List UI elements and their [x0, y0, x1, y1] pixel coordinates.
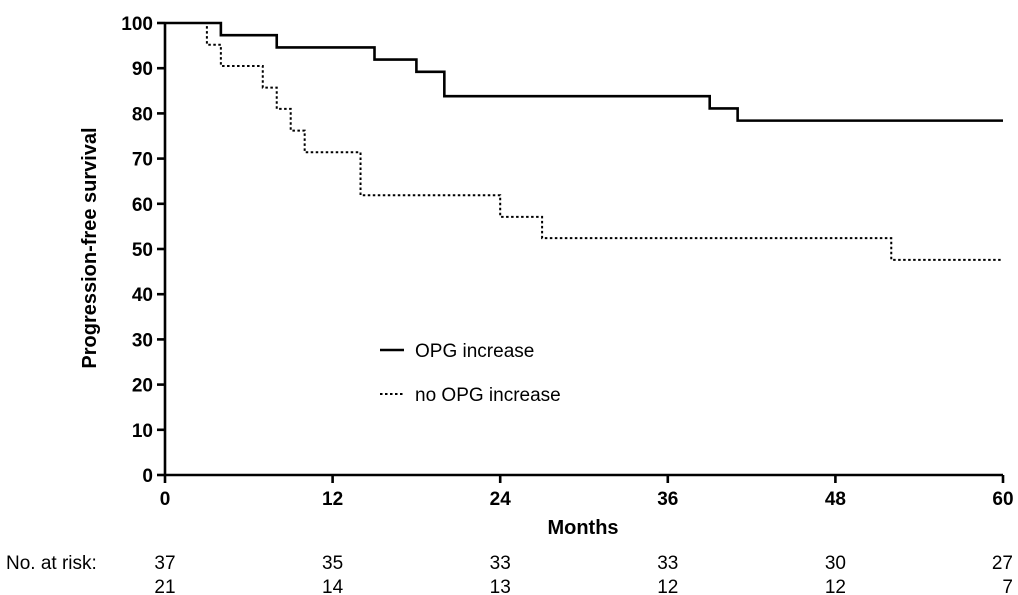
y-tick-label: 30 [132, 330, 153, 351]
y-tick-label: 10 [132, 421, 153, 442]
legend-label: OPG increase [415, 341, 534, 362]
x-tick-label: 0 [160, 489, 171, 510]
risk-count: 33 [657, 553, 678, 574]
y-tick-label: 70 [132, 150, 153, 171]
risk-count: 27 [992, 553, 1013, 574]
y-tick-label: 0 [142, 466, 153, 487]
y-tick-label: 50 [132, 240, 153, 261]
plot-area [165, 21, 1003, 261]
y-tick-label: 60 [132, 195, 153, 216]
y-axis-title: Progression-free survival [79, 127, 101, 368]
risk-count: 37 [154, 553, 175, 574]
x-tick-label: 36 [657, 489, 678, 510]
x-tick-label: 24 [490, 489, 512, 510]
legend-label: no OPG increase [415, 385, 561, 406]
risk-table: No. at risk: 37 35 33 33 30 27 21 14 13 12 12 7 [6, 553, 1013, 595]
series-line-opg-increase [165, 21, 1003, 122]
axes: 0 10 20 30 40 50 60 70 80 90 100 0 12 24 36 48 60 Months P… [79, 14, 1014, 539]
risk-count: 12 [657, 577, 678, 595]
x-tick-label: 60 [992, 489, 1013, 510]
risk-count: 7 [1002, 577, 1013, 595]
x-tick-label: 48 [825, 489, 846, 510]
series-line-no-opg-increase [165, 22, 1003, 261]
y-tick-label: 80 [132, 104, 153, 125]
y-tick-label: 90 [132, 59, 153, 80]
risk-count: 21 [154, 577, 175, 595]
risk-count: 30 [825, 553, 846, 574]
legend: OPG increase no OPG increase [380, 341, 561, 406]
y-tick-label: 40 [132, 285, 153, 306]
x-axis-title: Months [547, 517, 618, 539]
risk-count: 12 [825, 577, 846, 595]
risk-count: 14 [322, 577, 344, 595]
risk-count: 33 [490, 553, 511, 574]
risk-table-label: No. at risk: [6, 553, 97, 574]
risk-count: 13 [490, 577, 511, 595]
y-tick-label: 20 [132, 376, 153, 397]
y-tick-label: 100 [121, 14, 153, 35]
risk-count: 35 [322, 553, 343, 574]
x-tick-label: 12 [322, 489, 343, 510]
